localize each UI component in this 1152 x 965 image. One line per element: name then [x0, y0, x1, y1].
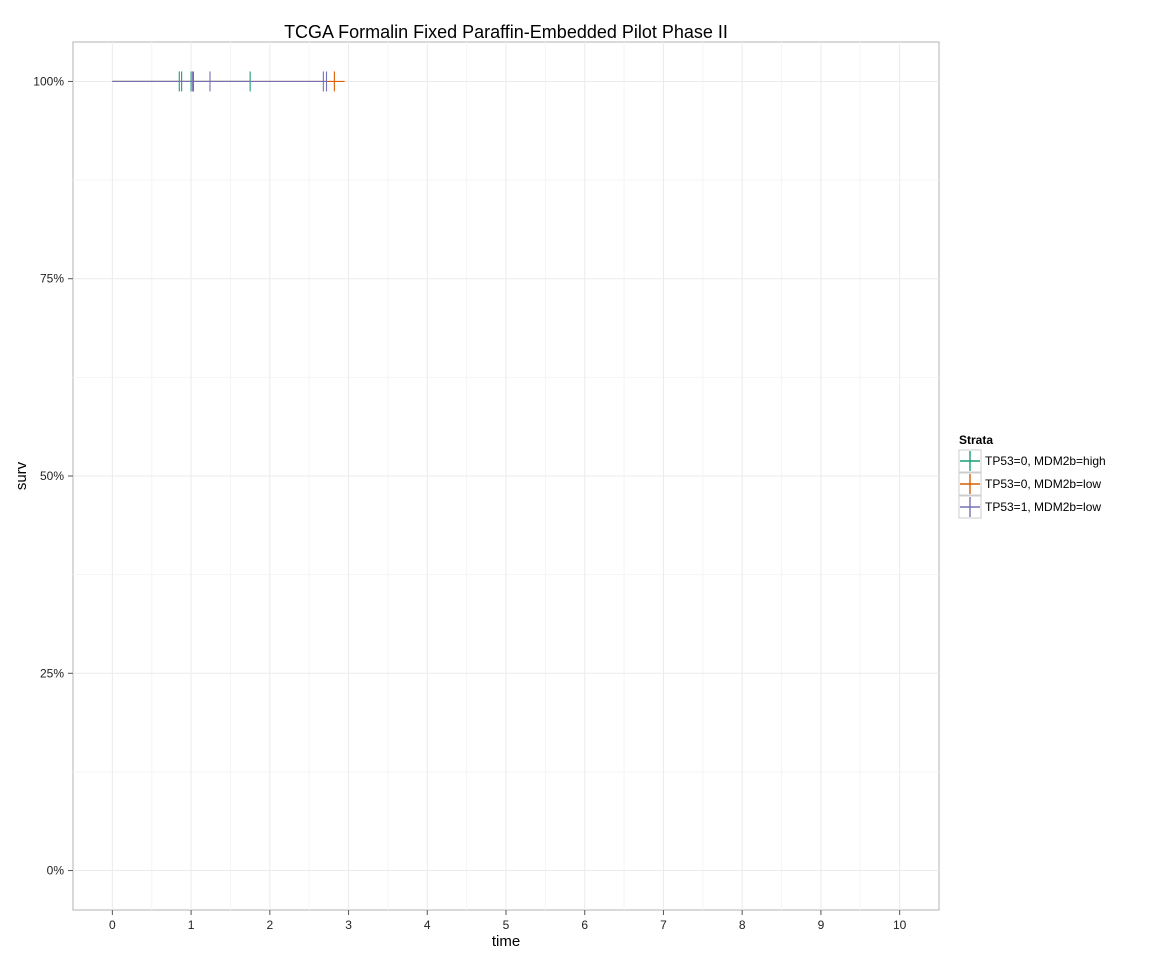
legend: Strata TP53=0, MDM2b=high TP53=0, MDM2b=l…: [958, 433, 1106, 519]
y-tick-label: 75%: [40, 272, 64, 286]
x-tick-label: 2: [266, 918, 273, 932]
series-layer: [112, 71, 345, 92]
legend-label: TP53=0, MDM2b=low: [985, 477, 1101, 491]
y-axis: 0% 25% 50% 75% 100%: [33, 74, 73, 878]
y-tick-label: 25%: [40, 666, 64, 680]
x-tick-label: 10: [893, 918, 907, 932]
legend-item: TP53=0, MDM2b=high: [958, 449, 1106, 473]
legend-title: Strata: [959, 433, 993, 447]
x-tick-label: 4: [424, 918, 431, 932]
x-tick-label: 3: [345, 918, 352, 932]
legend-items: TP53=0, MDM2b=high TP53=0, MDM2b=low TP53=…: [958, 449, 1106, 519]
x-tick-label: 6: [581, 918, 588, 932]
y-axis-title: surv: [13, 461, 30, 490]
chart-title: TCGA Formalin Fixed Paraffin-Embedded Pi…: [284, 22, 728, 42]
grid-lines: [73, 42, 939, 910]
x-tick-label: 5: [503, 918, 510, 932]
x-axis: 0 1 2 3 4 5 6 7 8 9 10: [109, 910, 907, 932]
y-tick-label: 0%: [47, 864, 65, 878]
x-tick-label: 9: [818, 918, 825, 932]
x-axis-title: time: [492, 933, 520, 950]
legend-item: TP53=0, MDM2b=low: [958, 472, 1101, 496]
y-tick-label: 100%: [33, 74, 64, 88]
series-3: [112, 71, 328, 92]
legend-label: TP53=1, MDM2b=low: [985, 500, 1101, 514]
x-tick-label: 8: [739, 918, 746, 932]
x-tick-label: 7: [660, 918, 667, 932]
x-tick-label: 1: [188, 918, 195, 932]
legend-label: TP53=0, MDM2b=high: [985, 454, 1106, 468]
y-tick-label: 50%: [40, 469, 64, 483]
legend-item: TP53=1, MDM2b=low: [958, 495, 1101, 519]
x-tick-label: 0: [109, 918, 116, 932]
